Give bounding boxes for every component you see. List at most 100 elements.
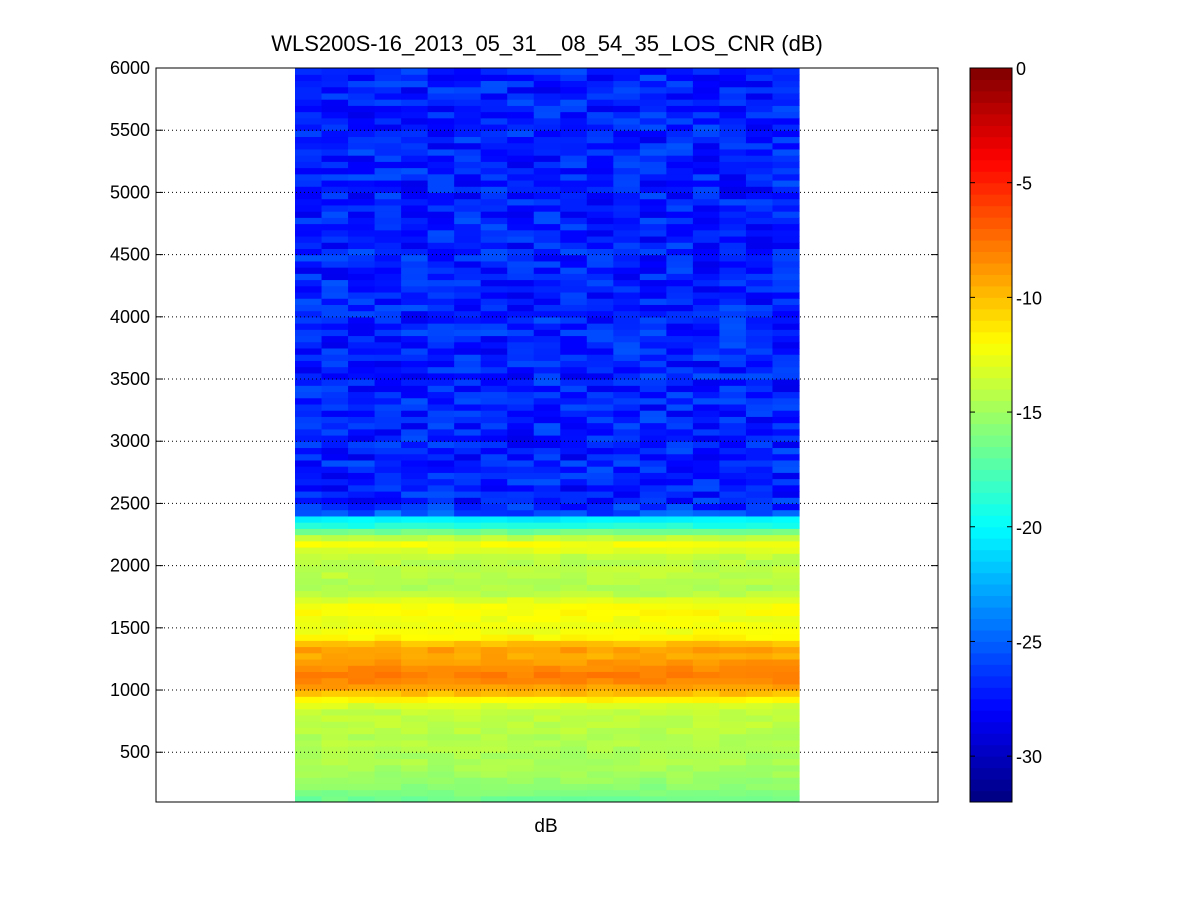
heatmap-cell xyxy=(348,217,376,225)
heatmap-cell xyxy=(613,665,641,672)
heatmap-cell xyxy=(639,192,667,200)
heatmap-cell xyxy=(586,727,614,735)
heatmap-cell xyxy=(295,323,323,330)
heatmap-cell xyxy=(480,74,508,82)
heatmap-cell xyxy=(586,459,614,467)
heatmap-cell xyxy=(613,111,641,119)
heatmap-cell xyxy=(454,727,482,735)
heatmap-cell xyxy=(533,602,561,610)
heatmap-cell xyxy=(295,708,323,716)
heatmap-cell xyxy=(666,198,694,206)
heatmap-cell xyxy=(295,739,323,747)
heatmap-cell xyxy=(772,410,800,417)
heatmap-cell xyxy=(480,472,508,480)
heatmap-cell xyxy=(374,360,402,368)
heatmap-cell xyxy=(639,702,667,710)
heatmap-cell xyxy=(480,484,508,492)
heatmap-cell xyxy=(719,416,747,424)
heatmap-cell xyxy=(613,267,641,274)
heatmap-cell xyxy=(719,316,747,324)
heatmap-cell xyxy=(374,242,402,249)
heatmap-cell xyxy=(586,509,614,517)
heatmap-cell xyxy=(401,472,429,480)
heatmap-cell xyxy=(507,565,535,573)
heatmap-cell xyxy=(772,310,800,318)
heatmap-cell xyxy=(772,385,800,393)
heatmap-cell xyxy=(401,435,429,442)
heatmap-cell xyxy=(480,752,508,760)
heatmap-cell xyxy=(480,254,508,262)
heatmap-cell xyxy=(613,260,641,268)
heatmap-cell xyxy=(401,248,429,256)
heatmap-cell xyxy=(639,571,667,579)
heatmap-cell xyxy=(560,441,588,449)
heatmap-cell xyxy=(772,777,800,784)
heatmap-cell xyxy=(295,509,323,517)
heatmap-cell xyxy=(374,298,402,305)
heatmap-cell xyxy=(348,410,376,417)
heatmap-cell xyxy=(401,267,429,274)
heatmap-cell xyxy=(613,727,641,735)
heatmap-cell xyxy=(613,403,641,411)
heatmap-cell xyxy=(401,540,429,548)
heatmap-cell xyxy=(507,179,535,187)
heatmap-cell xyxy=(348,422,376,430)
heatmap-cell xyxy=(295,565,323,573)
heatmap-cell xyxy=(480,658,508,666)
heatmap-cell xyxy=(454,248,482,256)
heatmap-cell xyxy=(560,298,588,305)
heatmap-cell xyxy=(507,360,535,368)
heatmap-cell xyxy=(507,683,535,691)
heatmap-cell xyxy=(639,764,667,772)
colorbar-band xyxy=(970,744,1012,757)
heatmap-cell xyxy=(454,422,482,430)
heatmap-cell xyxy=(692,379,721,386)
heatmap-cell xyxy=(454,130,482,138)
heatmap-cell xyxy=(427,379,455,386)
heatmap-cell xyxy=(772,68,800,75)
heatmap-cell xyxy=(480,92,508,100)
heatmap-cell xyxy=(533,148,561,156)
heatmap-cell xyxy=(401,515,429,523)
heatmap-cell xyxy=(772,204,800,212)
colorbar-band xyxy=(970,595,1012,608)
heatmap-cell xyxy=(745,354,774,361)
heatmap-cell xyxy=(427,273,455,281)
heatmap-cell xyxy=(401,155,429,162)
heatmap-cell xyxy=(454,789,482,797)
heatmap-cell xyxy=(692,677,721,685)
heatmap-cell xyxy=(692,186,721,194)
heatmap-cell xyxy=(745,658,774,666)
heatmap-cell xyxy=(745,584,774,592)
heatmap-cell xyxy=(321,428,349,436)
heatmap-cell xyxy=(613,447,641,455)
heatmap-cell xyxy=(613,515,641,523)
heatmap-cell xyxy=(427,123,455,131)
heatmap-cell xyxy=(374,385,402,393)
heatmap-cell xyxy=(454,186,482,194)
heatmap-cell xyxy=(401,447,429,455)
heatmap-cell xyxy=(613,161,641,169)
heatmap-cell xyxy=(560,484,588,492)
heatmap-cell xyxy=(507,634,535,641)
heatmap-cell xyxy=(666,335,694,343)
heatmap-cell xyxy=(613,329,641,337)
heatmap-cell xyxy=(719,235,747,243)
heatmap-cell xyxy=(613,571,641,579)
heatmap-cell xyxy=(719,565,747,573)
heatmap-cell xyxy=(533,204,561,212)
heatmap-cell xyxy=(745,565,774,573)
heatmap-cell xyxy=(692,721,721,728)
heatmap-cell xyxy=(639,584,667,592)
heatmap-cell xyxy=(427,534,455,542)
heatmap-cell xyxy=(295,92,323,100)
heatmap-cell xyxy=(401,758,429,766)
colorbar-band xyxy=(970,366,1012,379)
heatmap-cell xyxy=(666,167,694,175)
heatmap-cell xyxy=(507,621,535,629)
heatmap-cell xyxy=(692,204,721,212)
heatmap-cell xyxy=(719,459,747,467)
heatmap-cell xyxy=(295,484,323,492)
heatmap-cell xyxy=(639,621,667,629)
heatmap-cell xyxy=(454,105,482,113)
